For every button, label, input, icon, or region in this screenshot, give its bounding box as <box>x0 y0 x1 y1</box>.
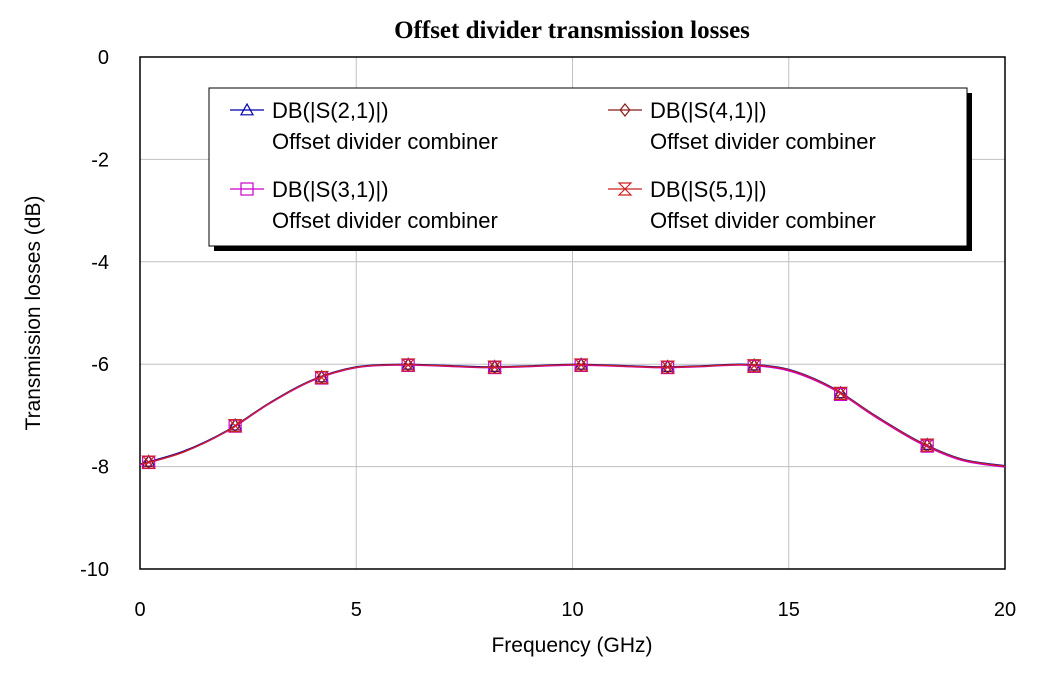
y-tick-label: -6 <box>91 354 109 376</box>
y-tick-label: -2 <box>91 149 109 171</box>
legend-marker <box>239 102 255 116</box>
data-point-marker <box>401 357 416 370</box>
data-point-marker <box>227 419 243 433</box>
legend-entry: DB(|S(2,1)|) Offset divider combiner <box>230 98 498 154</box>
legend-series-name: DB(|S(4,1)|) <box>650 98 767 123</box>
legend-series-name: DB(|S(3,1)|) <box>272 177 389 202</box>
data-point-marker <box>400 358 416 372</box>
data-point-marker <box>746 359 762 373</box>
x-tick-label: 5 <box>351 599 362 621</box>
chart-title: Offset divider transmission losses <box>394 17 750 44</box>
data-point-marker <box>573 358 589 372</box>
legend-series-subname: Offset divider combiner <box>272 208 498 233</box>
y-axis-label: Transmission losses (dB) <box>22 196 45 431</box>
y-tick-label: -10 <box>80 559 109 581</box>
data-point-marker <box>919 438 935 452</box>
y-tick-label: 0 <box>98 47 109 69</box>
legend-series-name: DB(|S(5,1)|) <box>650 177 767 202</box>
legend-entry: DB(|S(4,1)|) Offset divider combiner <box>608 98 876 154</box>
series-layer <box>139 357 1006 470</box>
plot-frame <box>139 56 1006 570</box>
data-point-marker <box>834 387 848 402</box>
legend-series-subname: Offset divider combiner <box>272 129 498 154</box>
legend-series-name: DB(|S(2,1)|) <box>272 98 389 123</box>
x-tick-label: 20 <box>994 599 1016 621</box>
series-4 <box>139 358 1006 469</box>
x-axis-label: Frequency (GHz) <box>491 634 652 657</box>
tick-labels: 0 5 10 15 20 0 -2 -4 -6 -8 -10 <box>80 47 1016 621</box>
data-point-marker <box>487 359 502 372</box>
data-point-marker <box>314 370 330 385</box>
data-point-marker <box>920 439 934 453</box>
data-point-marker <box>574 357 589 370</box>
legend-entry: DB(|S(5,1)|) Offset divider combiner <box>608 177 876 233</box>
data-point-marker <box>833 386 849 400</box>
data-point-marker <box>487 360 503 374</box>
y-tick-label: -4 <box>91 252 109 274</box>
legend-entry: DB(|S(3,1)|) Offset divider combiner <box>230 177 498 233</box>
series-line <box>139 363 1006 467</box>
legend-marker <box>619 103 631 117</box>
legend-series-subname: Offset divider combiner <box>650 208 876 233</box>
x-tick-label: 0 <box>134 599 145 621</box>
legend-marker <box>240 182 254 196</box>
x-tick-label: 10 <box>561 599 583 621</box>
data-point-marker <box>747 359 761 373</box>
x-tick-label: 15 <box>778 599 800 621</box>
legend-box <box>208 87 968 247</box>
legend: DB(|S(2,1)|)Offset divider combinerDB(|S… <box>208 87 972 251</box>
data-point-marker <box>660 360 676 374</box>
y-tick-label: -8 <box>91 457 109 479</box>
legend-marker <box>617 182 633 196</box>
legend-series-subname: Offset divider combiner <box>650 129 876 154</box>
data-point-marker <box>660 359 675 372</box>
data-point-marker <box>141 455 157 469</box>
